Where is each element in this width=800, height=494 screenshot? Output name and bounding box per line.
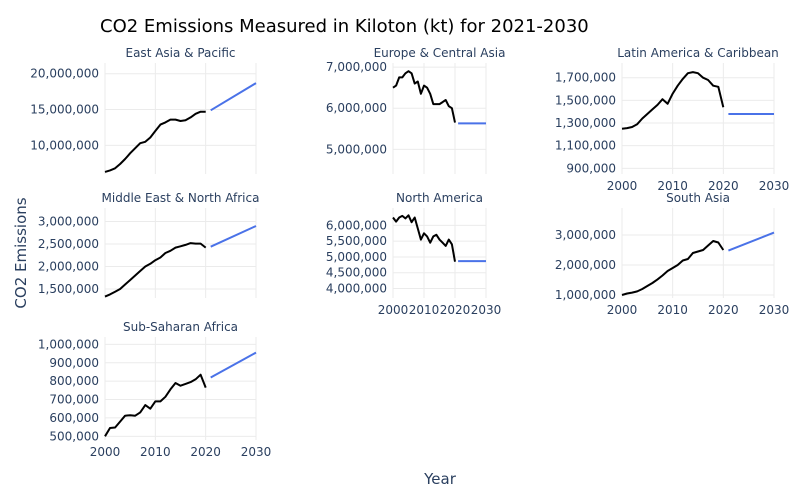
history-line: [392, 70, 456, 123]
y-tick-label: 2,500,000: [38, 237, 99, 251]
y-tick-label: 1,500,000: [555, 93, 616, 107]
y-tick-label: 1,000,000: [38, 337, 99, 351]
y-tick-label: 600,000: [49, 411, 99, 425]
x-tick-label: 2000: [90, 445, 121, 459]
x-axis-label: Year: [423, 470, 457, 488]
x-tick-label: 2000: [607, 179, 638, 193]
y-tick-label: 500,000: [49, 429, 99, 443]
y-tick-label: 1,000,000: [555, 288, 616, 302]
history-line: [104, 242, 207, 298]
x-tick-label: 2020: [440, 303, 471, 317]
y-tick-label: 4,500,000: [326, 266, 387, 280]
facet-title: Europe & Central Asia: [374, 46, 506, 60]
facet-title: North America: [396, 191, 483, 205]
history-line: [621, 71, 725, 130]
y-tick-label: 4,000,000: [326, 282, 387, 296]
y-tick-label: 7,000,000: [326, 60, 387, 74]
y-tick-label: 3,000,000: [38, 215, 99, 229]
y-tick-label: 6,000,000: [326, 218, 387, 232]
facet-panel: Middle East & North Africa 1,500,000 2,000…: [38, 191, 260, 298]
facet-title: East Asia & Pacific: [126, 46, 236, 60]
y-tick-label: 1,500,000: [38, 282, 99, 296]
x-tick-label: 2000: [378, 303, 409, 317]
y-tick-label: 20,000,000: [30, 67, 99, 81]
forecast-line: [210, 351, 257, 379]
y-tick-label: 6,000,000: [326, 101, 387, 115]
y-tick-label: 900,000: [49, 356, 99, 370]
history-line: [104, 373, 207, 437]
y-tick-label: 5,500,000: [326, 234, 387, 248]
facet-panels: East Asia & Pacific 10,000,000 15,000,000 2…: [30, 46, 789, 459]
x-tick-label: 2020: [708, 303, 739, 317]
forecast-line: [210, 225, 257, 248]
y-tick-label: 3,000,000: [555, 228, 616, 242]
y-tick-label: 1,300,000: [555, 116, 616, 130]
y-tick-label: 15,000,000: [30, 103, 99, 117]
facet-title: Latin America & Caribbean: [617, 46, 779, 60]
x-tick-label: 2030: [759, 179, 790, 193]
facet-panel: East Asia & Pacific 10,000,000 15,000,000 2…: [30, 46, 257, 174]
y-tick-label: 700,000: [49, 393, 99, 407]
facet-title: Sub-Saharan Africa: [123, 320, 238, 334]
y-tick-label: 10,000,000: [30, 138, 99, 152]
x-tick-label: 2030: [471, 303, 502, 317]
y-tick-label: 5,000,000: [326, 250, 387, 264]
facet-title: Middle East & North Africa: [102, 191, 260, 205]
x-tick-label: 2030: [241, 445, 272, 459]
x-tick-label: 2010: [140, 445, 171, 459]
history-line: [621, 240, 725, 296]
x-tick-label: 2020: [190, 445, 221, 459]
chart-title: CO2 Emissions Measured in Kiloton (kt) f…: [100, 16, 589, 37]
y-tick-label: 1,100,000: [555, 139, 616, 153]
x-tick-label: 2010: [657, 179, 688, 193]
history-line: [104, 110, 206, 173]
facet-panel: South Asia 1,000,000 2,000,000 3,000,000 200…: [555, 191, 789, 317]
y-tick-label: 800,000: [49, 374, 99, 388]
facet-panel: Europe & Central Asia 5,000,000 6,000,000 7…: [326, 46, 506, 174]
y-tick-label: 1,700,000: [555, 71, 616, 85]
history-line: [392, 214, 456, 262]
x-tick-label: 2010: [657, 303, 688, 317]
facet-title: South Asia: [666, 191, 730, 205]
facet-panel: Latin America & Caribbean 900,000 1,100,00…: [555, 46, 789, 193]
facet-panel: Sub-Saharan Africa 500,000 600,000 700,000 8…: [38, 320, 271, 459]
y-tick-label: 900,000: [566, 161, 616, 175]
x-tick-label: 2030: [759, 303, 790, 317]
y-axis-label: CO2 Emissions: [12, 197, 30, 308]
x-tick-label: 2010: [409, 303, 440, 317]
y-tick-label: 2,000,000: [555, 258, 616, 272]
x-tick-label: 2000: [607, 303, 638, 317]
facet-panel: North America 4,000,000 4,500,000 5,000,000…: [326, 191, 501, 317]
forecast-line: [728, 231, 775, 252]
x-tick-label: 2020: [708, 179, 739, 193]
forecast-line: [210, 82, 257, 112]
y-tick-label: 5,000,000: [326, 142, 387, 156]
y-tick-label: 2,000,000: [38, 260, 99, 274]
